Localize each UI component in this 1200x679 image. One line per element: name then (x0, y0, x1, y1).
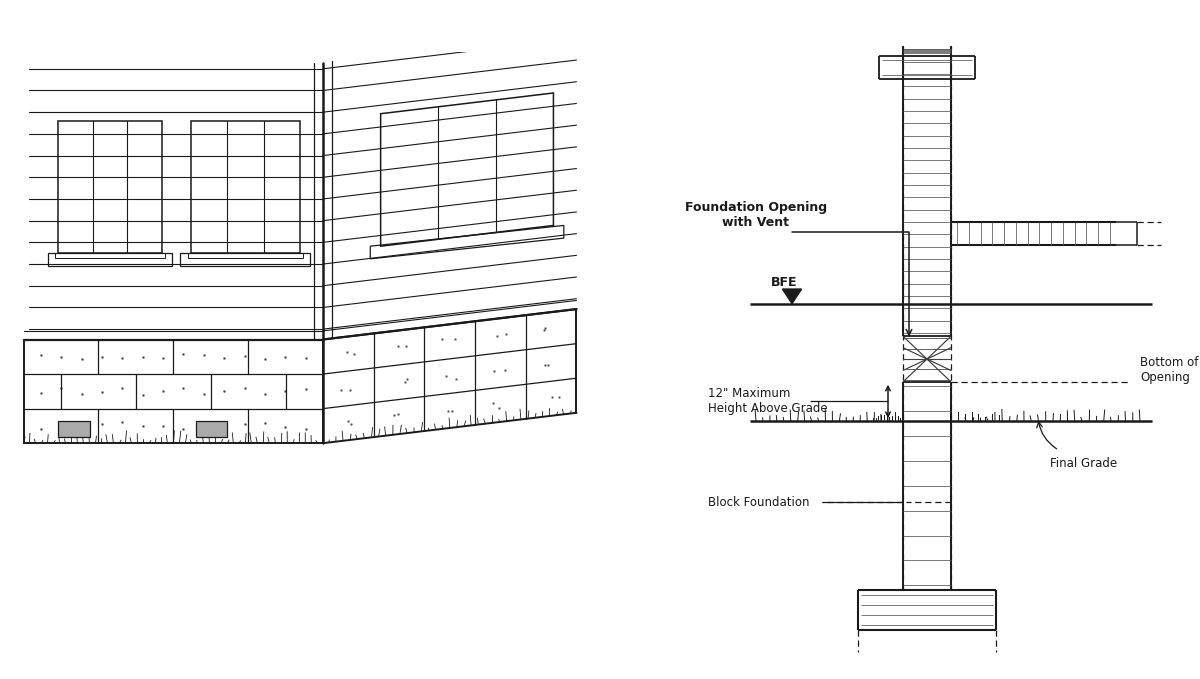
Text: BFE: BFE (772, 276, 798, 289)
Bar (58, 421, 90, 437)
Bar (48, 253, 172, 265)
Bar (55, 253, 164, 258)
Polygon shape (782, 289, 802, 304)
Text: 12" Maximum
Height Above Grade: 12" Maximum Height Above Grade (708, 388, 828, 416)
Text: Final Grade: Final Grade (1050, 457, 1117, 470)
Text: Block Foundation: Block Foundation (708, 496, 810, 509)
Text: Bottom of
Opening: Bottom of Opening (1140, 356, 1199, 384)
Bar (58, 121, 162, 253)
Bar (196, 421, 228, 437)
Bar (180, 253, 311, 265)
Bar (187, 253, 302, 258)
Text: Foundation Opening
with Vent: Foundation Opening with Vent (685, 201, 827, 229)
Bar (191, 121, 300, 253)
